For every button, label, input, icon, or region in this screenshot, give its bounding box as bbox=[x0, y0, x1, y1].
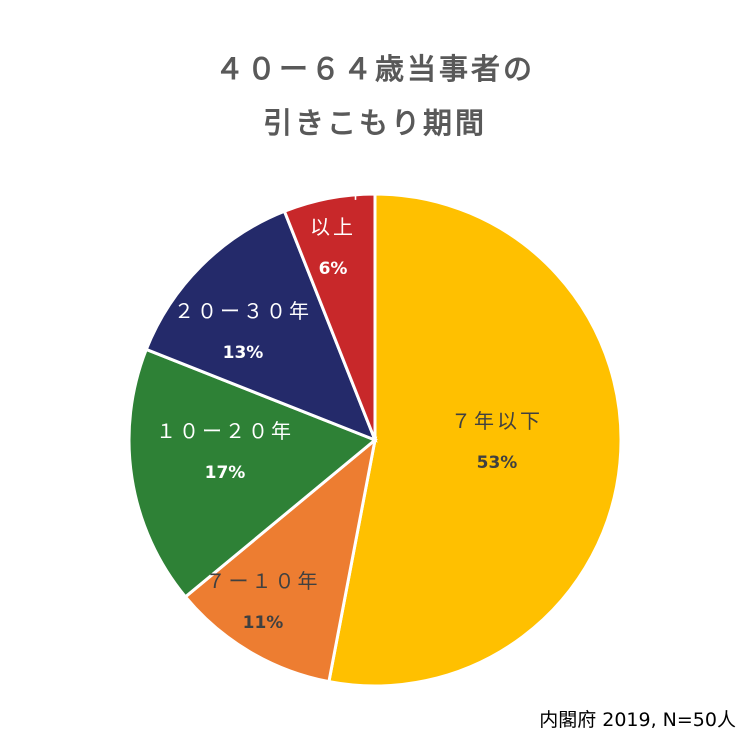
chart-title-line-1: ４０ー６４歳当事者の bbox=[214, 52, 535, 86]
pie-slice-2 bbox=[127, 347, 378, 599]
slice-label-4-line-0: ３０年 bbox=[299, 179, 368, 203]
source-note: 内閣府 2019, N=50人 bbox=[539, 709, 736, 731]
slice-label-1-line-0: ７ー１０年 bbox=[206, 569, 321, 593]
slice-percent-1: 11% bbox=[243, 613, 284, 633]
pie-slice-0 bbox=[327, 192, 623, 688]
chart-title-line-2: 引きこもり期間 bbox=[262, 106, 487, 140]
slice-percent-2: 17% bbox=[205, 463, 246, 483]
slice-label-2-line-0: １０ー２０年 bbox=[156, 419, 294, 443]
slice-label-0-line-0: ７年以下 bbox=[451, 409, 543, 433]
slice-percent-3: 13% bbox=[223, 343, 264, 363]
pie-slice-1 bbox=[183, 436, 378, 684]
pie-slice-3 bbox=[144, 209, 378, 443]
slice-percent-4: 6% bbox=[319, 259, 348, 279]
slice-percent-0: 53% bbox=[477, 453, 518, 473]
slice-label-3-line-0: ２０ー３０年 bbox=[174, 299, 312, 323]
slice-label-4-line-1: 以上 bbox=[310, 215, 356, 239]
pie-slice-4 bbox=[282, 192, 377, 441]
